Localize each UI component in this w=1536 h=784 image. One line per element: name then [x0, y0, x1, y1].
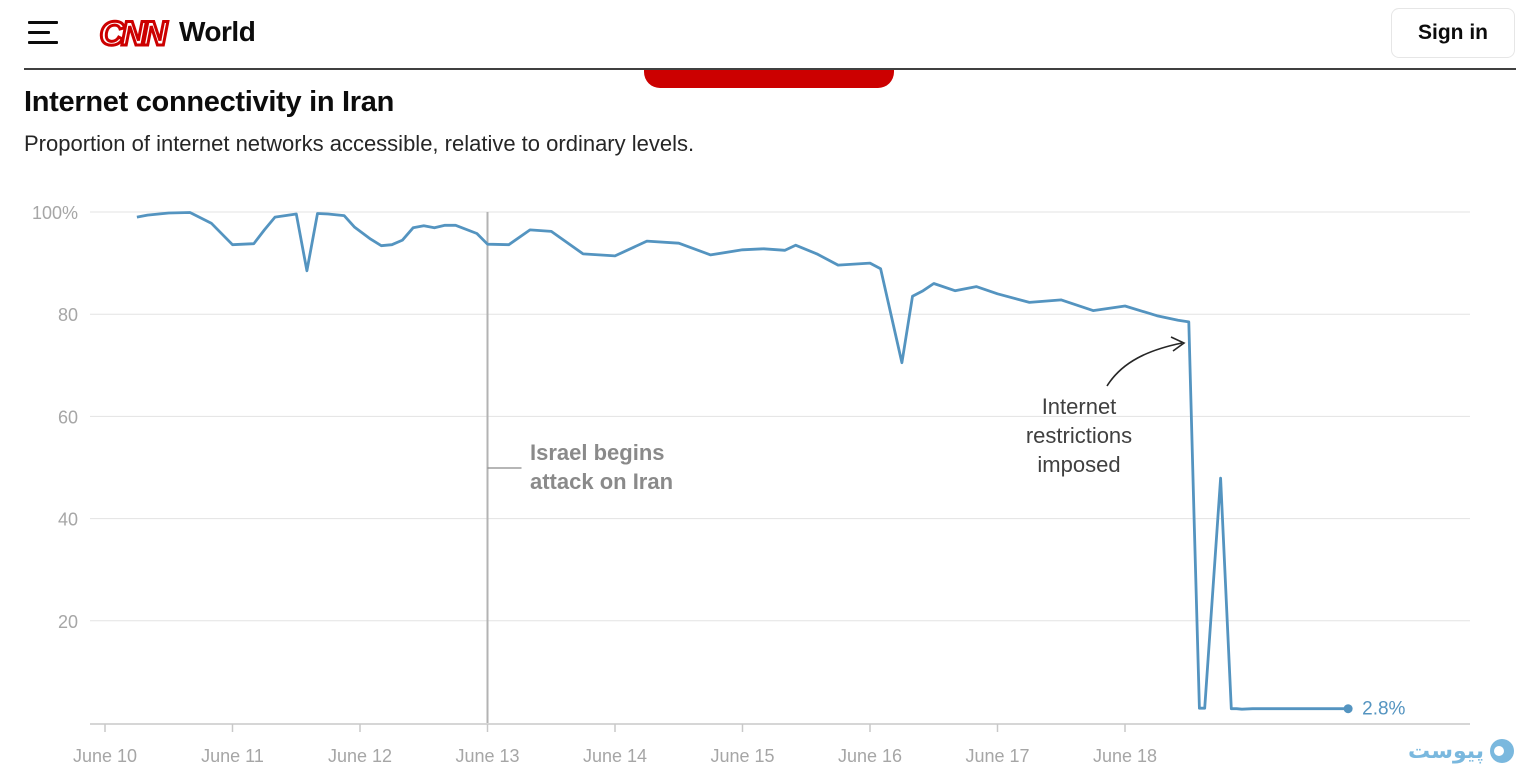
site-header: CNN World Sign in — [0, 0, 1536, 70]
series-line — [136, 211, 1349, 711]
svg-text:CNN: CNN — [100, 15, 169, 53]
chart-subtitle: Proportion of internet networks accessib… — [24, 131, 695, 156]
x-tick-label: June 11 — [201, 746, 264, 766]
annotation-internet-restrictions: imposed — [1037, 452, 1120, 477]
annotation-internet-restrictions: Internet — [1042, 394, 1117, 419]
annotation-israel-attack: attack on Iran — [530, 469, 673, 494]
x-tick-label: June 17 — [965, 746, 1029, 766]
watermark-text: پیوست — [1408, 739, 1484, 764]
arrow-head — [1170, 336, 1186, 352]
chart-title: Internet connectivity in Iran — [24, 86, 394, 118]
x-tick-label: June 16 — [838, 746, 902, 766]
section-name[interactable]: World — [179, 16, 256, 47]
x-tick-label: June 12 — [328, 746, 392, 766]
sign-in-button[interactable]: Sign in — [1391, 8, 1515, 58]
x-tick-label: June 14 — [583, 746, 647, 766]
annotation-israel-attack: Israel begins — [530, 440, 665, 465]
hamburger-menu-icon[interactable] — [22, 14, 66, 54]
x-tick-label: June 10 — [73, 746, 137, 766]
x-tick-label: June 18 — [1093, 746, 1157, 766]
x-tick-label: June 13 — [455, 746, 519, 766]
watermark-logo: پیوست — [1408, 739, 1514, 764]
end-value-label: 2.8% — [1362, 699, 1405, 720]
annotation-arrow — [1106, 342, 1183, 387]
header-divider — [24, 68, 1516, 70]
y-tick-label: 60 — [58, 407, 78, 427]
end-point-marker — [1343, 704, 1353, 714]
y-tick-label: 40 — [58, 510, 78, 530]
cnn-logo[interactable]: CNN — [90, 12, 174, 54]
red-banner-tab[interactable] — [644, 70, 894, 88]
annotation-internet-restrictions: restrictions — [1026, 423, 1132, 448]
y-tick-label: 80 — [58, 305, 78, 325]
y-tick-label: 100% — [32, 203, 78, 223]
y-tick-label: 20 — [58, 612, 78, 632]
x-tick-label: June 15 — [710, 746, 774, 766]
